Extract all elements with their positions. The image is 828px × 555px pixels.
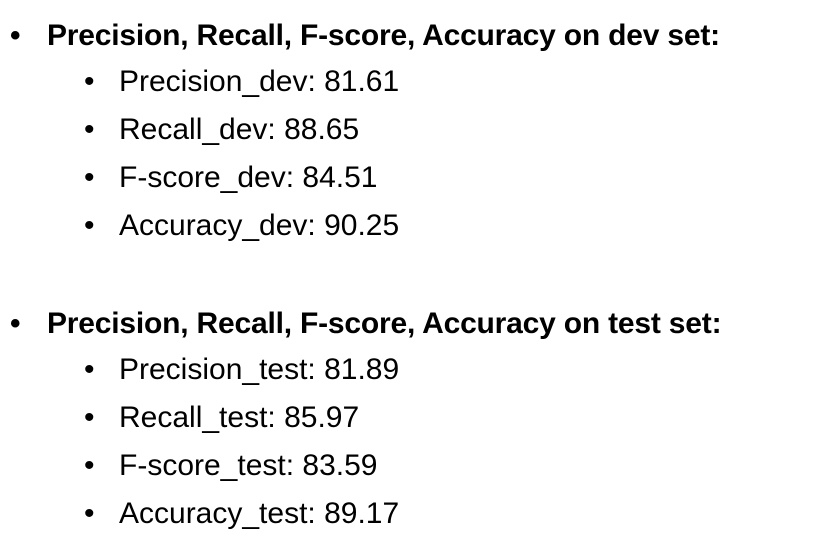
recall-dev-text: Recall_dev: 88.65 [119,113,360,146]
bullet-icon: • [84,209,95,242]
bullet-icon: • [84,161,95,194]
list-item: • Precision_test: 81.89 [0,346,828,394]
dev-set-heading: Precision, Recall, F-score, Accuracy on … [47,19,720,52]
bullet-icon: • [84,113,95,146]
bullet-icon: • [84,449,95,482]
precision-test-text: Precision_test: 81.89 [119,353,400,386]
list-item: • Accuracy_test: 89.17 [0,490,828,538]
accuracy-test-text: Accuracy_test: 89.17 [119,497,400,530]
accuracy-dev-text: Accuracy_dev: 90.25 [119,209,400,242]
list-item: • Precision_dev: 81.61 [0,58,828,106]
dev-set-section: • Precision, Recall, F-score, Accuracy o… [0,14,828,250]
precision-dev-text: Precision_dev: 81.61 [119,65,400,98]
dev-metrics-list: • Precision_dev: 81.61 • Recall_dev: 88.… [0,58,828,250]
list-item: • F-score_dev: 84.51 [0,154,828,202]
test-set-section: • Precision, Recall, F-score, Accuracy o… [0,302,828,538]
bullet-icon: • [84,401,95,434]
recall-test-text: Recall_test: 85.97 [119,401,360,434]
test-set-heading-row: • Precision, Recall, F-score, Accuracy o… [0,302,828,346]
bullet-icon: • [84,65,95,98]
list-item: • Recall_dev: 88.65 [0,106,828,154]
test-set-heading: Precision, Recall, F-score, Accuracy on … [47,307,722,340]
test-metrics-list: • Precision_test: 81.89 • Recall_test: 8… [0,346,828,538]
bullet-icon: • [84,497,95,530]
bullet-icon: • [10,307,21,340]
list-item: • F-score_test: 83.59 [0,442,828,490]
list-item: • Accuracy_dev: 90.25 [0,202,828,250]
dev-set-heading-row: • Precision, Recall, F-score, Accuracy o… [0,14,828,58]
fscore-test-text: F-score_test: 83.59 [119,449,378,482]
bullet-icon: • [10,19,21,52]
list-item: • Recall_test: 85.97 [0,394,828,442]
fscore-dev-text: F-score_dev: 84.51 [119,161,378,194]
bullet-icon: • [84,353,95,386]
